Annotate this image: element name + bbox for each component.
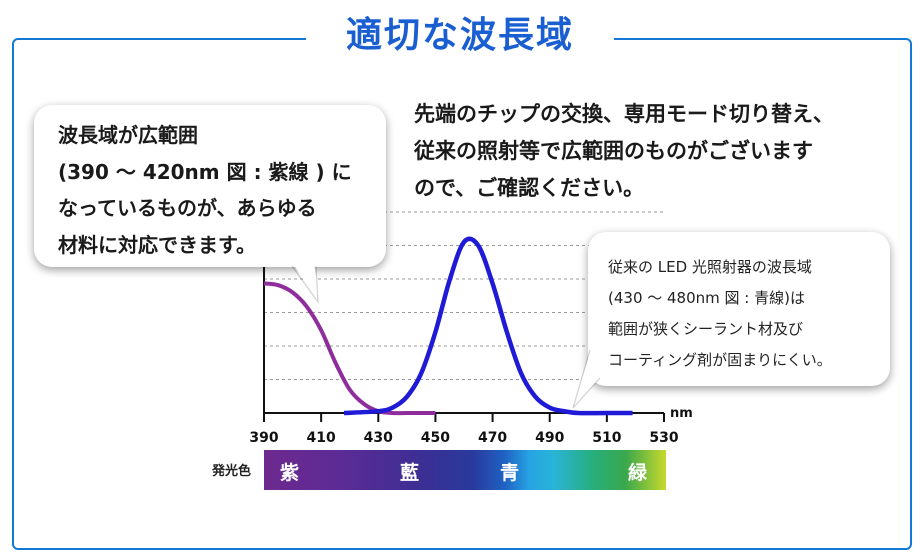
conventional-led-callout: 従来の LED 光照射器の波長域 (430 ～ 480nm 図 : 青線)は 範…	[588, 232, 890, 386]
intro-line: 従来の照射等で広範囲のものがございます	[414, 139, 813, 163]
wide-range-callout: 波長域が広範囲 (390 ～ 420nm 図 : 紫線 ) に なっているものが…	[34, 105, 386, 267]
emission-color-label: 発光色	[212, 464, 252, 479]
x-axis-unit-label: nm	[670, 406, 693, 421]
band-violet: 紫	[280, 462, 300, 484]
callout-line: 従来の LED 光照射器の波長域	[608, 258, 812, 276]
intro-text: 先端のチップの交換、専用モード切り替え、 従来の照射等で広範囲のものがございます…	[414, 96, 894, 207]
x-tick-label: 390	[249, 430, 278, 446]
callout-line: なっているものが、あらゆる	[58, 196, 317, 220]
x-tick-label: 490	[535, 430, 564, 446]
callout-line: コーティング剤が固まりにくい。	[608, 351, 832, 369]
intro-line: 先端のチップの交換、専用モード切り替え、	[414, 102, 834, 126]
x-tick-label: 510	[592, 430, 621, 446]
band-blue: 青	[500, 462, 520, 484]
x-tick-label: 470	[478, 430, 507, 446]
x-tick-label: 430	[364, 430, 393, 446]
callout-line: 範囲が狭くシーラント材及び	[608, 320, 804, 338]
page-title: 適切な波長域	[306, 10, 614, 62]
callout-line: (390 ～ 420nm 図 : 紫線 ) に	[58, 159, 352, 184]
callout-line: 波長域が広範囲	[58, 123, 198, 147]
callout-line: (430 ～ 480nm 図 : 青線)は	[608, 289, 805, 307]
callout-line: 材料に対応できます。	[58, 232, 256, 257]
x-tick-label: 410	[307, 430, 336, 446]
intro-line: ので、ご確認ください。	[414, 176, 645, 200]
x-tick-label: 530	[649, 430, 678, 446]
band-indigo: 藍	[400, 462, 420, 484]
x-tick-label: 450	[421, 430, 450, 446]
chart-ticks: 390 410 430 450 470 490 510 530	[249, 413, 679, 446]
series-line-blue	[343, 236, 633, 416]
emission-color-bar: 紫 藍 青 緑	[264, 450, 666, 490]
band-green: 緑	[628, 462, 648, 484]
